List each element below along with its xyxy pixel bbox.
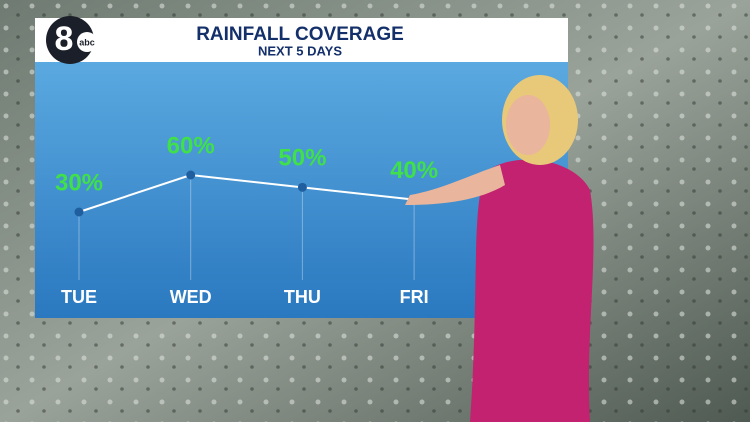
value-label: 50% bbox=[278, 145, 326, 172]
chart-subtitle: NEXT 5 DAYS bbox=[258, 43, 342, 58]
logo-network-badge bbox=[77, 32, 97, 52]
logo-network: abc bbox=[79, 37, 95, 47]
x-tick-label: WED bbox=[170, 287, 212, 307]
point bbox=[186, 170, 196, 180]
presenter-arm bbox=[405, 165, 505, 205]
x-tick-label: FRI bbox=[400, 287, 429, 307]
point bbox=[74, 207, 84, 217]
point bbox=[297, 182, 307, 192]
plot: 30% TUE 60% WED 50% THU 40% FRI bbox=[55, 132, 438, 306]
value-label: 40% bbox=[390, 157, 438, 184]
chart-title: RAINFALL COVERAGE bbox=[196, 24, 404, 45]
logo-number: 8 bbox=[55, 20, 74, 58]
logo-badge bbox=[46, 16, 94, 64]
x-tick-label: THU bbox=[284, 287, 321, 307]
data-line bbox=[78, 173, 415, 213]
title-bar bbox=[35, 18, 568, 62]
presenter bbox=[405, 75, 594, 422]
value-label: 30% bbox=[55, 169, 103, 196]
value-label: 60% bbox=[167, 132, 215, 159]
presenter-dress bbox=[470, 159, 594, 422]
x-tick-label: TUE bbox=[61, 287, 97, 307]
presenter-face bbox=[506, 95, 550, 155]
